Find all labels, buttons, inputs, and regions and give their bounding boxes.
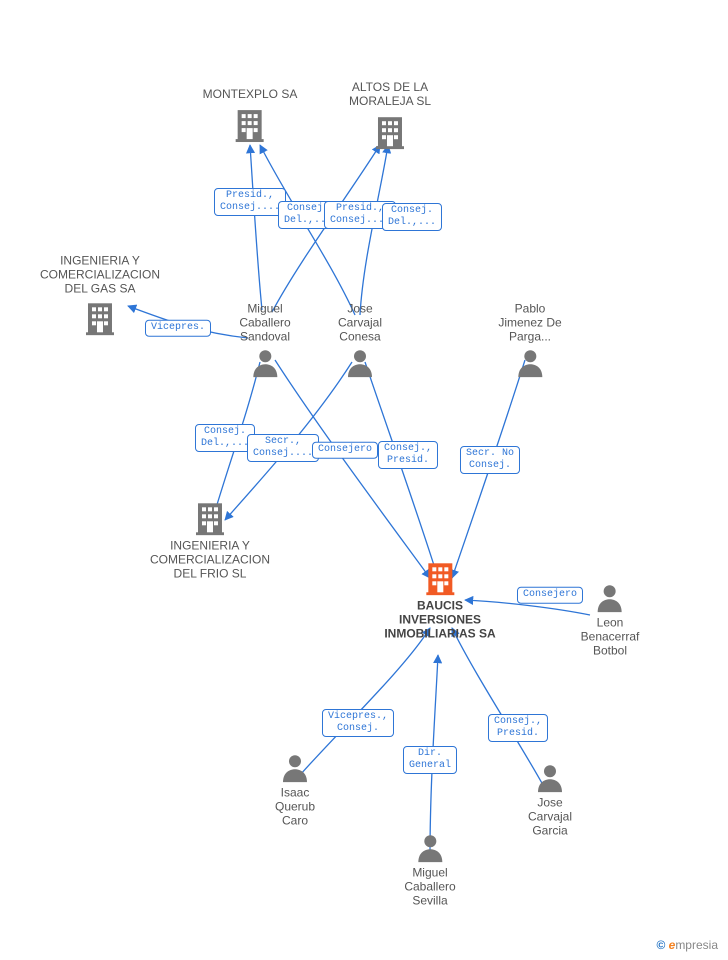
e-lbb-baucis-label[interactable]: Consejero [517, 587, 583, 604]
node-label-pablo_jp: Pablo Jimenez De Parga... [498, 302, 561, 347]
node-label-baucis: BAUCIS INVERSIONES INMOBILIARIAS SA [384, 595, 495, 640]
node-miguel_cs[interactable]: Miguel Caballero Sandoval [239, 302, 290, 377]
e-mcs-baucis [275, 360, 430, 578]
e-mcs-montexplo [250, 145, 262, 310]
person-icon [338, 348, 382, 378]
node-label-jose_cg: Jose Carvajal Garcia [528, 792, 572, 837]
e-mcs-inggas-label[interactable]: Vicepres. [145, 320, 211, 337]
person-icon [528, 762, 572, 792]
node-label-ing_gas: INGENIERIA Y COMERCIALIZACION DEL GAS SA [40, 254, 160, 299]
e-jcc-montexplo [260, 145, 355, 315]
node-baucis[interactable]: BAUCIS INVERSIONES INMOBILIARIAS SA [384, 559, 495, 640]
e-jcg-baucis-label[interactable]: Consej., Presid. [488, 714, 548, 742]
brand-rest: mpresia [675, 938, 718, 952]
e-jcc-ingfrio-label[interactable]: Secr., Consej.... [247, 434, 319, 462]
node-isaac_qc[interactable]: Isaac Querub Caro [275, 752, 315, 827]
node-pablo_jp[interactable]: Pablo Jimenez De Parga... [498, 302, 561, 377]
node-jose_cg[interactable]: Jose Carvajal Garcia [528, 762, 572, 837]
person-icon [239, 348, 290, 378]
node-label-isaac_qc: Isaac Querub Caro [275, 782, 315, 827]
node-ing_gas[interactable]: INGENIERIA Y COMERCIALIZACION DEL GAS SA [40, 254, 160, 335]
e-mcse-baucis-label[interactable]: Dir. General [403, 746, 457, 774]
e-mcs-baucis-label[interactable]: Consejero [312, 442, 378, 459]
node-miguel_cse[interactable]: Miguel Caballero Sevilla [404, 832, 455, 907]
e-mcs-montexplo-label[interactable]: Presid., Consej.... [214, 188, 286, 216]
building-icon [349, 113, 431, 149]
e-jcc-montexplo-label[interactable]: Consej. Del.,... [382, 203, 442, 231]
e-pjp-baucis-label[interactable]: Secr. No Consej. [460, 446, 520, 474]
node-label-ing_frio: INGENIERIA Y COMERCIALIZACION DEL FRIO S… [150, 535, 270, 580]
building-icon [40, 300, 160, 336]
node-altos[interactable]: ALTOS DE LA MORALEJA SL [349, 81, 431, 149]
person-icon [498, 348, 561, 378]
person-icon [275, 752, 315, 782]
e-jcc-baucis-label[interactable]: Consej., Presid. [378, 441, 438, 469]
person-icon [404, 832, 455, 862]
node-label-altos: ALTOS DE LA MORALEJA SL [349, 81, 431, 113]
node-ing_frio[interactable]: INGENIERIA Y COMERCIALIZACION DEL FRIO S… [150, 499, 270, 580]
e-jcc-baucis [365, 362, 438, 578]
node-label-jose_cc: Jose Carvajal Conesa [338, 302, 382, 347]
building-icon [203, 106, 298, 142]
copyright-symbol: © [656, 938, 665, 952]
person-icon [581, 582, 640, 612]
node-label-montexplo: MONTEXPLO SA [203, 88, 298, 106]
building-icon [150, 499, 270, 535]
node-leon_bb[interactable]: Leon Benacerraf Botbol [581, 582, 640, 657]
node-montexplo[interactable]: MONTEXPLO SA [203, 88, 298, 142]
building-icon [384, 559, 495, 595]
node-label-miguel_cse: Miguel Caballero Sevilla [404, 862, 455, 907]
e-iqc-baucis-label[interactable]: Vicepres., Consej. [322, 709, 394, 737]
diagram-stage: MONTEXPLO SA ALTOS DE LA MORALEJA SL ING… [0, 0, 728, 960]
node-label-leon_bb: Leon Benacerraf Botbol [581, 612, 640, 657]
node-jose_cc[interactable]: Jose Carvajal Conesa [338, 302, 382, 377]
footer-brand: © empresia [656, 938, 718, 952]
node-label-miguel_cs: Miguel Caballero Sandoval [239, 302, 290, 347]
